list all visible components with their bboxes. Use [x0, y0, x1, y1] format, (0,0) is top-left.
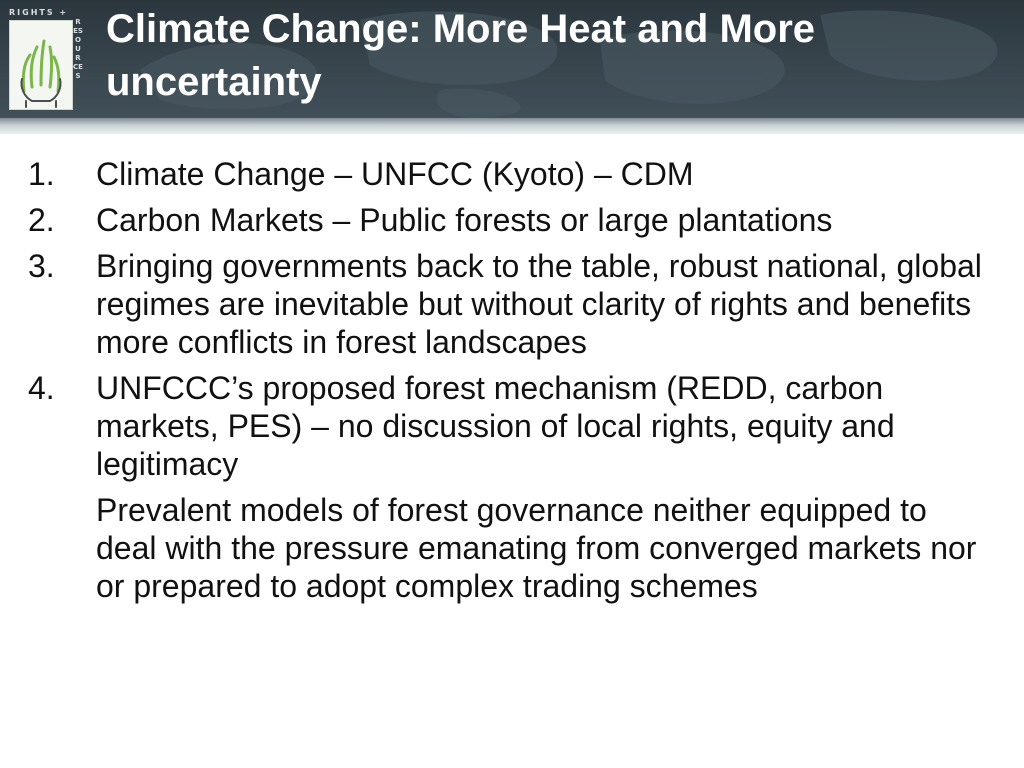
list-item: 3. Bringing governments back to the tabl…: [28, 247, 988, 361]
list-item: 1. Climate Change – UNFCC (Kyoto) – CDM: [28, 155, 988, 193]
logo-box: [9, 20, 73, 110]
list-item-number: 1.: [28, 156, 55, 192]
logo-side-text: RESOURCES: [73, 18, 83, 80]
list-item-text: Climate Change – UNFCC (Kyoto) – CDM: [96, 156, 694, 192]
slide-header: RIGHTS + RESOU: [0, 0, 1024, 118]
slide-content: 1. Climate Change – UNFCC (Kyoto) – CDM …: [28, 155, 988, 613]
list-item-text: Bringing governments back to the table, …: [96, 248, 982, 360]
list-item-number: 3.: [28, 248, 55, 284]
rights-resources-logo: RIGHTS + RESOU: [6, 6, 88, 110]
list-item: 4. UNFCCC’s proposed forest mechanism (R…: [28, 369, 988, 483]
list-item: 2. Carbon Markets – Public forests or la…: [28, 201, 988, 239]
list-item-continuation: Prevalent models of forest governance ne…: [28, 491, 988, 605]
list-item-text: UNFCCC’s proposed forest mechanism (REDD…: [96, 370, 895, 482]
logo-top-text: RIGHTS +: [9, 8, 69, 17]
list-item-number: 2.: [28, 202, 55, 238]
list-item-number: 4.: [28, 370, 55, 406]
header-divider: [0, 118, 1024, 134]
slide-title: Climate Change: More Heat and More uncer…: [106, 7, 816, 104]
list-item-text: Carbon Markets – Public forests or large…: [96, 202, 833, 238]
list-item-text: Prevalent models of forest governance ne…: [96, 492, 977, 604]
rights-resources-logo-icon: [20, 39, 62, 108]
world-map-background: [140, 10, 998, 118]
